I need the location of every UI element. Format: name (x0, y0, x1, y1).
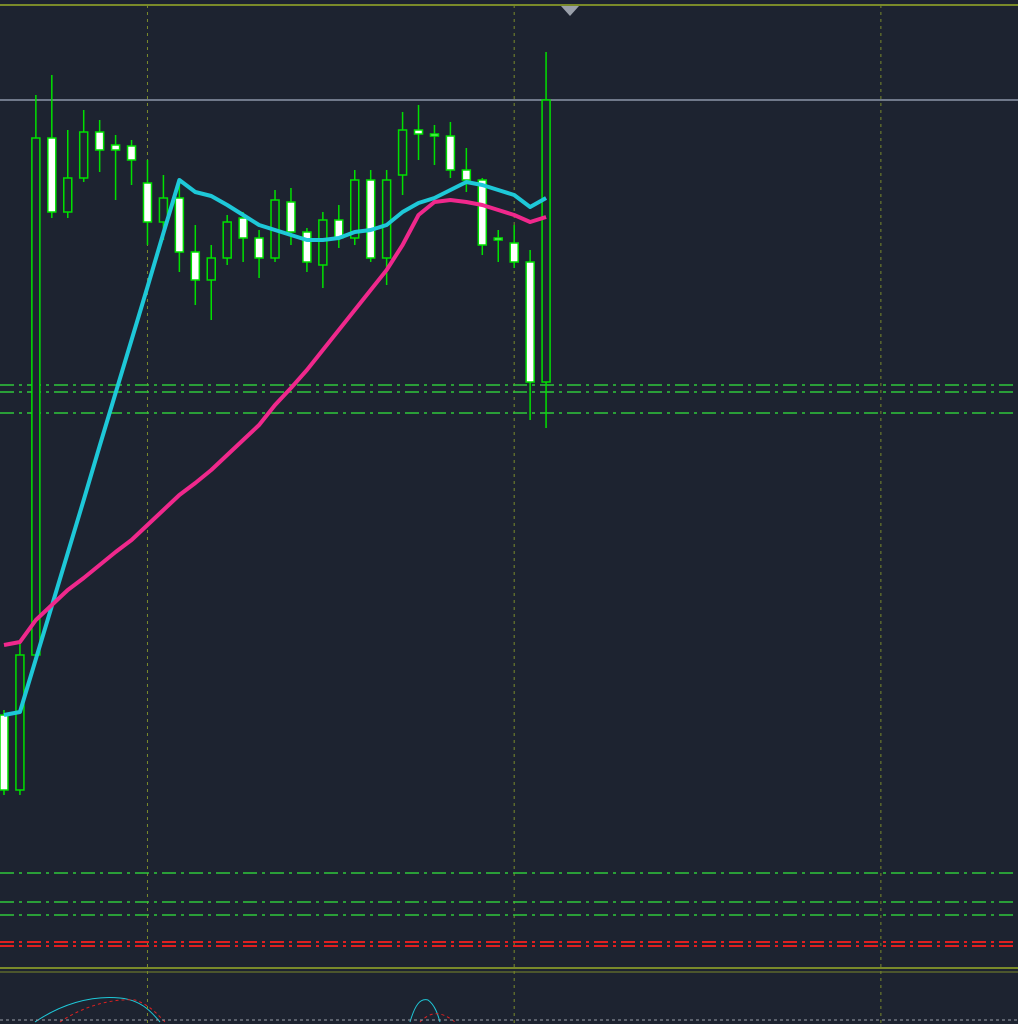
plot-area (0, 5, 1018, 1024)
moving-average (3, 178, 548, 717)
candle-body (63, 177, 73, 213)
candle-body (158, 197, 169, 223)
candle-body (31, 137, 41, 656)
candle-body (238, 217, 248, 239)
candle-body (541, 99, 551, 383)
candle-body (461, 169, 472, 181)
candle-body (15, 654, 25, 791)
candle-body (413, 129, 424, 135)
candle-body (318, 219, 328, 266)
candle-body (477, 179, 488, 246)
candle-body (94, 131, 105, 151)
candle-body (286, 201, 296, 233)
candle-body (142, 182, 153, 223)
candle-body (110, 144, 121, 151)
candle-body (190, 251, 201, 281)
moving-average (3, 198, 547, 647)
candle-body (445, 135, 456, 171)
candle-body (525, 261, 535, 383)
candle-body (0, 714, 9, 791)
candle-body (126, 145, 137, 161)
oscillator (34, 996, 441, 1023)
candle-body (254, 237, 264, 259)
candle-body (222, 221, 232, 259)
candle-body (302, 231, 312, 263)
candle-body (381, 179, 392, 259)
candle-body (47, 137, 57, 213)
candle-body (349, 179, 360, 239)
candle-body (206, 257, 217, 281)
shift-marker (561, 6, 579, 16)
oscillator-signal (59, 999, 456, 1023)
candle-body (174, 197, 185, 253)
candle-body (509, 242, 519, 263)
candle-body (493, 237, 503, 241)
candle-body (78, 131, 89, 179)
candle-body (365, 179, 376, 259)
candle-body (429, 133, 440, 137)
candle-body (397, 129, 408, 176)
